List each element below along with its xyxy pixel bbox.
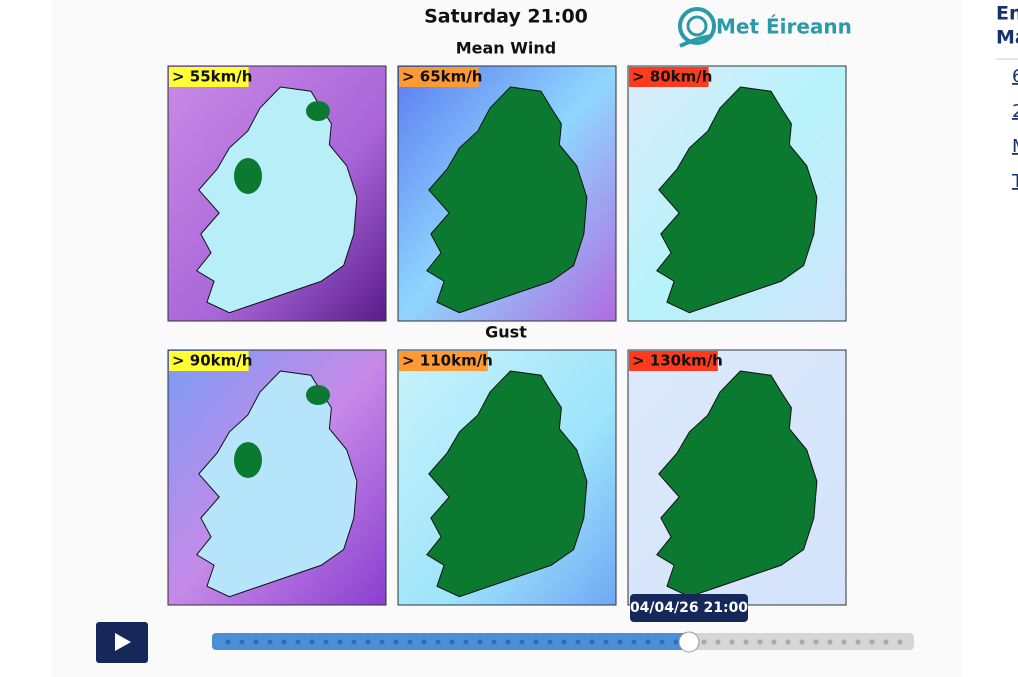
threshold-tag (169, 351, 249, 371)
logo-text: Met Éireann (716, 15, 852, 39)
land (196, 370, 358, 598)
threshold-tag (169, 67, 249, 87)
maps: Mean Wind > 55km/h > 65km/h > 80km/h Gust > 9… (167, 39, 847, 606)
threshold-label: > 55km/h (172, 68, 252, 86)
slider-dot (617, 639, 623, 645)
slider-dot (855, 639, 861, 645)
sidebar-link[interactable]: 2 (1012, 101, 1018, 122)
slider-dot (533, 639, 539, 645)
slider-dot (771, 639, 777, 645)
map-panel: > 130km/h (627, 349, 847, 606)
slider-dot (743, 639, 749, 645)
slider-dot (435, 639, 441, 645)
logo: Met Éireann (678, 7, 852, 48)
slider-dot (659, 639, 665, 645)
slider-dot (575, 639, 581, 645)
slider-dot (309, 639, 315, 645)
slider-dot (463, 639, 469, 645)
threshold-label: > 130km/h (632, 352, 723, 370)
slider-dot (505, 639, 511, 645)
slider-dot (351, 639, 357, 645)
sidebar-link[interactable]: 6 (1012, 66, 1018, 87)
sidebar-heading: En (996, 3, 1018, 25)
land (196, 86, 358, 314)
slider-dot (897, 639, 903, 645)
play-icon (115, 633, 131, 651)
tooltip-text: 04/04/26 21:00 (630, 600, 748, 616)
land (426, 370, 588, 598)
slider-dot (407, 639, 413, 645)
slider-dot (323, 639, 329, 645)
slider-dot (715, 639, 721, 645)
slider-dot (267, 639, 273, 645)
slider-dot (589, 639, 595, 645)
map-panel: > 55km/h (167, 65, 387, 322)
slider-dot (757, 639, 763, 645)
threshold-label: > 90km/h (172, 352, 252, 370)
slider-dot (547, 639, 553, 645)
threshold-label: > 80km/h (632, 68, 712, 86)
slider-dot (883, 639, 889, 645)
section-title: Mean Wind (456, 39, 557, 58)
sidebar-heading: Ma (996, 27, 1018, 49)
threshold-tag (399, 67, 479, 87)
threshold-tag (629, 351, 718, 371)
slider-dot (673, 639, 679, 645)
slider-dot (841, 639, 847, 645)
slider-dot (827, 639, 833, 645)
threshold-label: > 110km/h (402, 352, 493, 370)
land-patch (234, 158, 262, 194)
slider-dot (337, 639, 343, 645)
slider-dot (379, 639, 385, 645)
map-panel: > 80km/h (627, 65, 847, 322)
slider-dot (645, 639, 651, 645)
slider-dot (813, 639, 819, 645)
map-panel: > 110km/h (397, 349, 617, 606)
slider-dot (869, 639, 875, 645)
slider-dot (491, 639, 497, 645)
slider-dot (729, 639, 735, 645)
threshold-tag (399, 351, 488, 371)
sidebar-link[interactable]: T (1011, 171, 1018, 192)
timeline: 04/04/26 21:00 (96, 594, 914, 663)
threshold-tag (629, 67, 709, 87)
land (656, 86, 818, 314)
tooltip (630, 594, 748, 622)
land-patch (234, 442, 262, 478)
slider-dot (393, 639, 399, 645)
slider-dots (225, 639, 903, 645)
slider-dot (281, 639, 287, 645)
map-panel: > 90km/h (167, 349, 387, 606)
slider-dot (253, 639, 259, 645)
slider-dot (799, 639, 805, 645)
slider-dot (631, 639, 637, 645)
slider-dot (365, 639, 371, 645)
sidebar-link[interactable]: M (1012, 136, 1018, 157)
slider-dot (477, 639, 483, 645)
slider-dot (519, 639, 525, 645)
slider-dot (449, 639, 455, 645)
slider-thumb[interactable] (678, 631, 700, 653)
land-patch (306, 385, 330, 405)
slider-dot (603, 639, 609, 645)
slider-dot (225, 639, 231, 645)
land-patch (306, 101, 330, 121)
slider-dot (239, 639, 245, 645)
slider-dot (421, 639, 427, 645)
sidebar: En Ma 6 2 MT (996, 3, 1018, 192)
threshold-label: > 65km/h (402, 68, 482, 86)
section-title: Gust (485, 323, 527, 342)
map-panel: > 65km/h (397, 65, 617, 322)
page-title: Saturday 21:00 (424, 6, 588, 28)
land (426, 86, 588, 314)
slider-dot (701, 639, 707, 645)
slider-dot (785, 639, 791, 645)
slider-dot (561, 639, 567, 645)
slider-dot (295, 639, 301, 645)
